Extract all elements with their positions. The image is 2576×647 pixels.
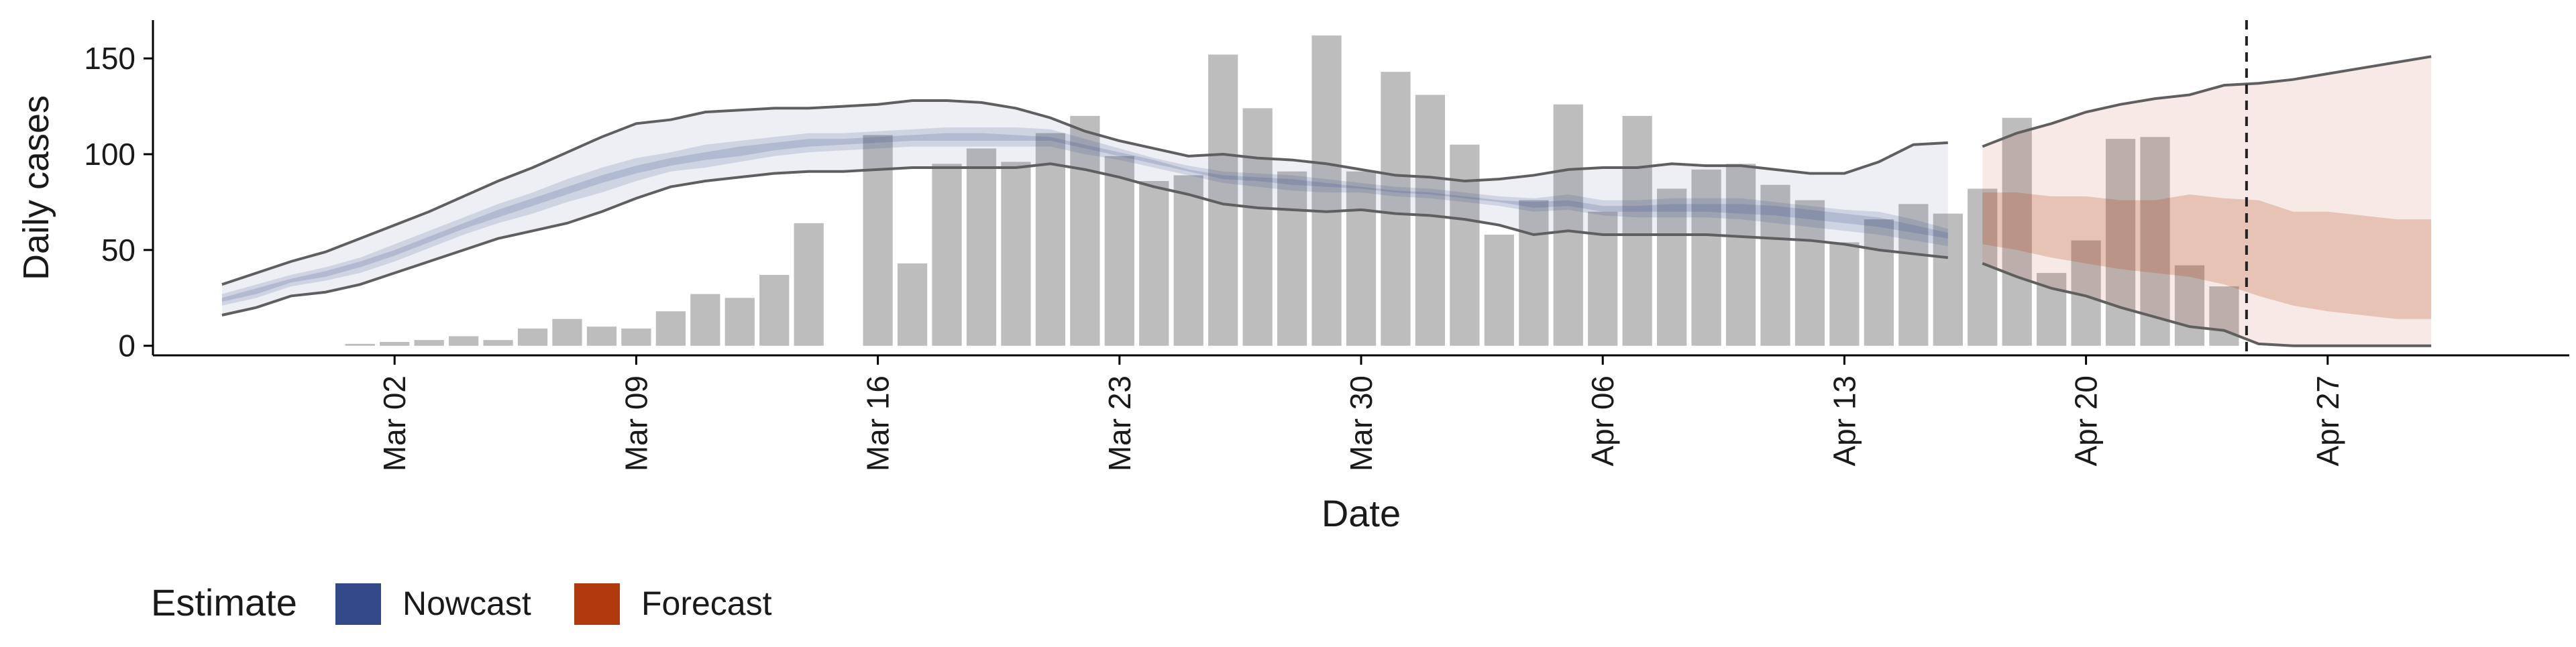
case-bar: [759, 275, 790, 346]
case-bar: [794, 223, 824, 346]
legend-swatch: [574, 583, 620, 625]
x-tick-label: Mar 30: [1344, 375, 1379, 471]
y-axis-title: Daily cases: [16, 95, 56, 280]
forecast-upper-line: [1982, 55, 2432, 148]
case-bar: [1346, 171, 1377, 346]
case-bar: [2140, 137, 2170, 346]
legend-items: Nowcast Forecast: [335, 583, 772, 625]
case-bar: [345, 343, 375, 346]
case-bar: [552, 318, 582, 346]
forecast-ribbon-90: [1982, 56, 2432, 346]
case-bar: [1277, 171, 1307, 346]
case-bar: [448, 336, 479, 346]
case-bar: [724, 298, 755, 346]
case-bar: [621, 329, 651, 346]
case-bar: [1553, 104, 1583, 346]
nowcast-ribbon-50: [221, 127, 1948, 306]
case-bar: [1829, 242, 1860, 346]
x-tick-label: Apr 06: [1585, 375, 1620, 467]
y-tick-label: 100: [84, 137, 136, 172]
case-bar: [2002, 117, 2032, 346]
case-bar: [1415, 95, 1446, 346]
case-bar: [2174, 265, 2205, 346]
case-bar: [655, 311, 686, 346]
case-bar: [1794, 200, 1825, 346]
nowcast-upper-line: [221, 99, 1948, 286]
case-bar: [897, 263, 928, 346]
case-bar: [1450, 144, 1480, 346]
x-tick-label: Mar 23: [1102, 375, 1137, 471]
x-tick-label: Mar 16: [861, 375, 896, 471]
x-tick-label: Mar 09: [619, 375, 653, 471]
x-axis-title: Date: [1322, 492, 1401, 534]
x-axis-ticks: Mar 02 Mar 09 Mar 16 Mar 23 Mar 30 Apr 06 Apr …: [377, 355, 2345, 471]
legend: Estimate Nowcast Forecast: [151, 581, 772, 625]
case-bar: [517, 329, 548, 346]
case-bar: [1622, 115, 1652, 346]
case-bar: [1760, 184, 1790, 346]
case-bar: [690, 294, 720, 346]
nowcast-ribbon-90: [221, 101, 1948, 315]
case-bar: [1070, 115, 1100, 346]
nowcast-lower-line: [221, 162, 1948, 316]
forecast-lower-line: [1982, 261, 2432, 347]
case-bar: [932, 164, 962, 346]
case-bar: [483, 340, 513, 346]
y-axis-ticks: 0 50 100 150: [84, 41, 153, 363]
case-bar: [586, 327, 617, 346]
case-bar: [1104, 156, 1134, 346]
case-bar: [1381, 72, 1411, 346]
legend-label: Forecast: [641, 585, 772, 622]
case-bar: [1484, 235, 1514, 346]
case-bar: [1656, 188, 1687, 346]
y-tick-label: 0: [118, 329, 136, 363]
case-bar: [1933, 213, 1963, 346]
legend-swatch: [335, 583, 381, 625]
case-bar: [1311, 35, 1342, 346]
case-bar: [1725, 164, 1756, 346]
ribbons-layer: [221, 56, 2432, 346]
case-bar: [1173, 175, 1203, 346]
case-bar: [1898, 204, 1929, 346]
case-bar: [2209, 286, 2239, 346]
case-bar: [1242, 108, 1273, 346]
x-tick-label: Mar 02: [377, 375, 412, 471]
case-bar: [380, 342, 410, 346]
case-bar: [1864, 219, 1894, 346]
y-tick-label: 150: [84, 41, 136, 76]
x-tick-label: Apr 20: [2069, 375, 2104, 467]
y-tick-label: 50: [101, 233, 136, 268]
case-bar: [414, 340, 444, 346]
lines-layer: [221, 55, 2432, 347]
legend-label: Nowcast: [402, 585, 531, 622]
legend-title: Estimate: [151, 581, 297, 624]
case-bar: [1001, 162, 1031, 346]
x-tick-label: Apr 27: [2310, 375, 2345, 467]
x-tick-label: Apr 13: [1827, 375, 1862, 467]
case-bar: [1519, 200, 1549, 346]
case-bar: [1691, 169, 1721, 346]
case-bar: [1035, 133, 1066, 346]
case-bar: [966, 148, 997, 346]
forecast-ribbon-50: [1982, 192, 2432, 319]
case-bar: [1139, 181, 1169, 346]
